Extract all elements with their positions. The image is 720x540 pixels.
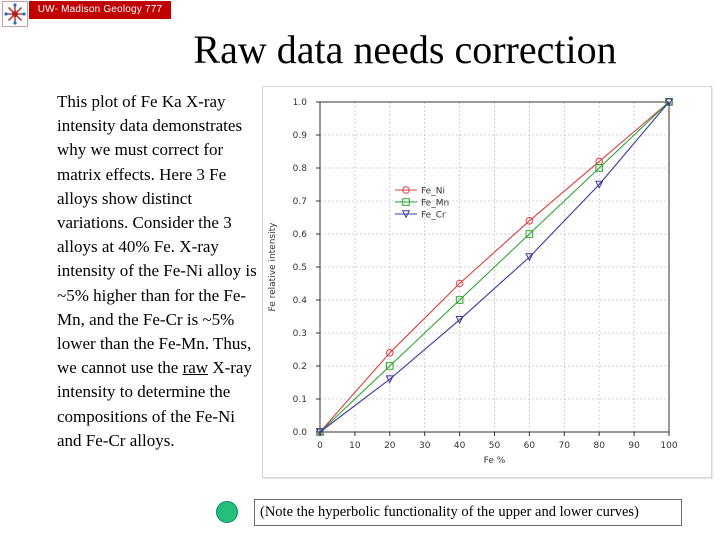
slide-title: Raw data needs correction bbox=[193, 27, 617, 72]
body-text: This plot of Fe Ka X-ray intensity data … bbox=[57, 90, 257, 453]
x-axis-label: Fe % bbox=[484, 456, 506, 466]
x-tick-label: 0 bbox=[317, 441, 323, 451]
y-tick-label: 1.0 bbox=[293, 98, 308, 108]
data-point-fe-mn bbox=[595, 164, 603, 172]
data-point-fe-cr bbox=[315, 428, 325, 437]
green-bullet-dot bbox=[216, 501, 238, 523]
legend-marker-fe-ni bbox=[402, 186, 410, 194]
y-tick-label: 0.4 bbox=[293, 296, 308, 306]
data-point-fe-mn bbox=[455, 296, 464, 304]
data-point-fe-cr bbox=[595, 180, 604, 189]
body-text-part-2: X-ray intensity to determine the composi… bbox=[57, 358, 252, 450]
data-point-fe-cr bbox=[385, 375, 394, 384]
x-tick-label: 30 bbox=[419, 441, 431, 451]
data-point-fe-ni bbox=[386, 349, 394, 357]
series-line-fe-cr bbox=[319, 101, 670, 433]
x-tick-label: 20 bbox=[384, 441, 396, 451]
legend-label-fe-ni: Fe_Ni bbox=[421, 187, 445, 197]
y-tick-label: 0.7 bbox=[293, 197, 307, 207]
underlined-word-raw: raw bbox=[182, 358, 209, 378]
data-point-fe-ni bbox=[525, 217, 534, 225]
legend-label-fe-mn: Fe_Mn bbox=[421, 199, 449, 209]
legend-marker-fe-cr bbox=[401, 210, 411, 219]
y-tick-label: 0.8 bbox=[293, 164, 308, 174]
x-tick-label: 100 bbox=[660, 441, 677, 451]
x-tick-label: 70 bbox=[559, 441, 571, 451]
note-box: (Note the hyperbolic functionality of th… bbox=[254, 499, 682, 526]
x-tick-label: 90 bbox=[628, 441, 640, 451]
y-tick-label: 0.9 bbox=[293, 131, 308, 141]
y-tick-label: 0.3 bbox=[293, 329, 307, 339]
university-logo bbox=[2, 1, 28, 27]
legend-label-fe-cr: Fe_Cr bbox=[421, 211, 446, 221]
data-point-fe-mn bbox=[525, 230, 534, 238]
data-point-fe-cr bbox=[455, 316, 464, 325]
fe-intensity-chart: 0 10 20 30 40 50 60 70 80 90 100 0.0 0.1 0.2 0.3 0.4 0.5… bbox=[268, 98, 678, 466]
data-point-fe-cr bbox=[664, 98, 674, 107]
x-tick-label: 60 bbox=[524, 441, 536, 451]
y-tick-label: 0.0 bbox=[293, 428, 308, 438]
figure-panel: 0 10 20 30 40 50 60 70 80 90 100 0.0 0.1 0.2 0.3 0.4 0.5… bbox=[262, 86, 712, 478]
series-line-fe-mn bbox=[319, 101, 670, 433]
y-axis-label: Fe relative intensity bbox=[268, 222, 278, 312]
course-label: UW- Madison Geology 777 bbox=[29, 1, 171, 19]
body-text-part-1: This plot of Fe Ka X-ray intensity data … bbox=[57, 92, 257, 378]
data-point-fe-cr bbox=[525, 253, 534, 262]
x-tick-label: 50 bbox=[489, 441, 501, 451]
y-tick-label: 0.6 bbox=[293, 230, 308, 240]
x-tick-label: 10 bbox=[349, 441, 361, 451]
legend-marker-fe-mn bbox=[402, 198, 410, 206]
series-line-fe-ni bbox=[319, 101, 670, 433]
x-tick-label: 40 bbox=[454, 441, 466, 451]
y-tick-label: 0.1 bbox=[293, 395, 307, 405]
y-tick-label: 0.5 bbox=[293, 263, 307, 273]
data-point-fe-mn bbox=[386, 362, 394, 370]
y-tick-label: 0.2 bbox=[293, 362, 307, 372]
x-tick-label: 80 bbox=[593, 441, 605, 451]
data-point-fe-ni bbox=[455, 279, 464, 288]
